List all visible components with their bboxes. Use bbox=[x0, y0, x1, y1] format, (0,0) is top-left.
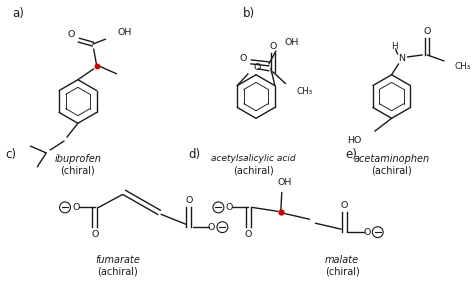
Text: O: O bbox=[226, 203, 233, 212]
Text: d): d) bbox=[189, 148, 201, 161]
Text: O: O bbox=[363, 228, 371, 237]
Text: b): b) bbox=[243, 7, 255, 20]
Text: O: O bbox=[269, 41, 276, 51]
Text: ibuprofen: ibuprofen bbox=[55, 154, 101, 164]
Text: O: O bbox=[424, 27, 431, 36]
Text: O: O bbox=[245, 230, 252, 239]
Text: OH: OH bbox=[278, 178, 292, 187]
Text: HO: HO bbox=[347, 136, 362, 144]
Text: (chiral): (chiral) bbox=[325, 267, 359, 277]
Text: e): e) bbox=[345, 148, 357, 161]
Text: acetylsalicylic acid: acetylsalicylic acid bbox=[211, 154, 295, 163]
Text: (achiral): (achiral) bbox=[97, 267, 138, 277]
Text: a): a) bbox=[13, 7, 25, 20]
Text: O: O bbox=[67, 30, 74, 39]
Text: O: O bbox=[254, 63, 261, 72]
Text: O: O bbox=[340, 201, 348, 210]
Text: O: O bbox=[208, 223, 215, 232]
Text: OH: OH bbox=[118, 28, 132, 37]
Text: acetaminophen: acetaminophen bbox=[354, 154, 429, 164]
Text: (achiral): (achiral) bbox=[233, 166, 273, 176]
Text: (achiral): (achiral) bbox=[371, 166, 412, 176]
Text: fumarate: fumarate bbox=[95, 255, 140, 265]
Text: CH₃: CH₃ bbox=[297, 87, 313, 96]
Text: OH: OH bbox=[285, 38, 299, 46]
Text: malate: malate bbox=[325, 255, 359, 265]
Text: O: O bbox=[185, 196, 192, 205]
Text: H: H bbox=[391, 41, 398, 51]
Text: N: N bbox=[398, 54, 405, 63]
Text: (chiral): (chiral) bbox=[61, 166, 95, 176]
Text: c): c) bbox=[6, 148, 17, 161]
Text: O: O bbox=[72, 203, 80, 212]
Text: CH₃: CH₃ bbox=[455, 62, 471, 71]
Text: O: O bbox=[239, 54, 247, 63]
Text: O: O bbox=[91, 230, 99, 239]
